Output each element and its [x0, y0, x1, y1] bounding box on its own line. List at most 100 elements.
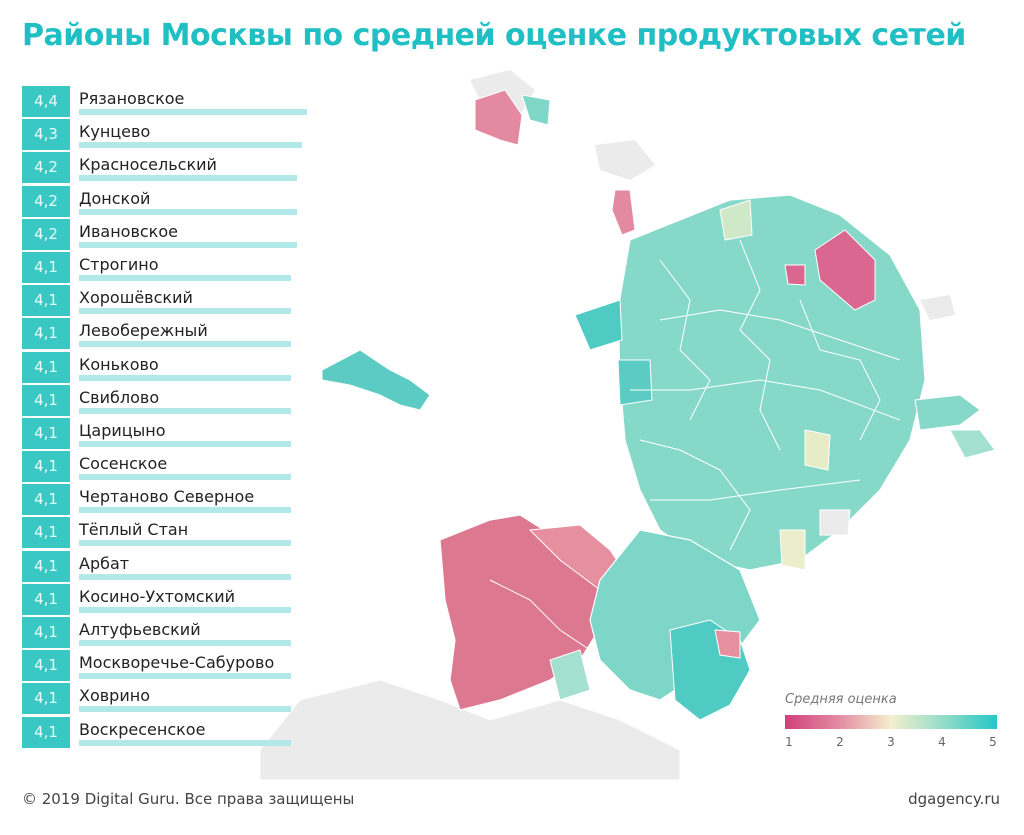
district-light-3	[779, 529, 806, 571]
district-name: Сосенское	[79, 454, 168, 474]
list-item: 4,2 Донской	[22, 185, 322, 219]
score-bar	[79, 673, 291, 680]
list-item: 4,1 Москворечье-Сабурово	[22, 650, 322, 683]
district-grey	[819, 509, 851, 536]
list-item: 4,1 Свиблово	[22, 384, 322, 418]
page-title: Районы Москвы по средней оценке продукто…	[22, 18, 966, 53]
site-link[interactable]: dgagency.ru	[908, 790, 1000, 808]
list-item: 4,3 Кунцево	[22, 119, 322, 152]
score-bar	[79, 507, 291, 514]
district-west-strip	[574, 299, 623, 351]
district-kosino	[914, 394, 981, 431]
score-badge: 4,1	[22, 417, 70, 449]
score-bar	[79, 109, 307, 115]
district-south-light	[549, 649, 591, 701]
list-item: 4,2 Ивановское	[22, 218, 322, 252]
score-bar	[79, 274, 291, 281]
district-name: Рязановское	[79, 89, 185, 108]
legend-title: Средняя оценка	[785, 692, 897, 707]
district-name: Москворечье-Сабурово	[79, 653, 275, 673]
moscow-districts-map	[260, 70, 996, 780]
score-bar	[79, 407, 291, 414]
score-bar	[79, 440, 291, 447]
district-east-tail	[949, 429, 996, 459]
score-badge: 4,4	[22, 86, 70, 117]
list-item: 4,1 Коньково	[22, 351, 322, 385]
district-name: Арбат	[79, 553, 130, 573]
list-item: 4,2 Красносельский	[22, 152, 322, 185]
score-badge: 4,1	[22, 318, 70, 350]
score-badge: 4,1	[22, 517, 70, 549]
score-bar	[79, 175, 297, 182]
score-badge: 4,1	[22, 683, 70, 715]
score-badge: 4,1	[22, 484, 70, 516]
district-name: Алтуфьевский	[79, 620, 201, 639]
score-bar	[79, 374, 291, 381]
region-background	[595, 140, 655, 180]
score-bar	[79, 308, 291, 315]
district-zelenograd-pink	[474, 89, 523, 146]
score-bar	[79, 706, 291, 713]
district-name: Косино-Ухтомский	[79, 586, 236, 606]
district-name: Донской	[79, 188, 151, 208]
district-name: Царицыно	[79, 420, 166, 440]
list-item: 4,1 Царицыно	[22, 417, 322, 451]
list-item: 4,1 Сосенское	[22, 451, 322, 484]
score-badge: 4,1	[22, 617, 70, 648]
score-badge: 4,1	[22, 285, 70, 317]
district-old-moscow	[617, 194, 926, 571]
score-badge: 4,1	[22, 251, 70, 283]
district-borders	[489, 239, 901, 651]
district-molzhaninovsky	[611, 189, 636, 236]
legend-ticks: 1 2 3 4 5	[785, 735, 1000, 753]
score-bar	[79, 739, 291, 746]
district-name: Ховрино	[79, 686, 150, 706]
legend-tick: 4	[938, 735, 946, 749]
district-name: Свиблово	[79, 387, 160, 407]
legend-tick: 3	[887, 735, 895, 749]
list-item: 4,1 Хорошёвский	[22, 285, 322, 318]
district-light-2	[804, 429, 831, 471]
score-badge: 4,1	[22, 583, 70, 615]
score-badge: 4,1	[22, 384, 70, 416]
list-item: 4,1 Левобережный	[22, 318, 322, 351]
list-item: 4,1 Косино-Ухтомский	[22, 583, 322, 617]
district-name: Левобережный	[79, 321, 208, 341]
score-bar	[79, 540, 291, 547]
district-south-pink	[714, 629, 741, 659]
district-name: Ивановское	[79, 221, 178, 241]
score-bar	[79, 606, 291, 613]
score-bar	[79, 208, 297, 215]
district-krylatskoe	[617, 359, 653, 406]
legend-tick: 5	[989, 735, 997, 749]
district-name: Чертаново Северное	[79, 487, 255, 507]
district-name: Воскресенское	[79, 719, 206, 739]
district-name: Строгино	[79, 254, 159, 274]
list-item: 4,1 Чертаново Северное	[22, 484, 322, 517]
district-west-enclave	[321, 349, 431, 411]
score-bar	[79, 241, 297, 248]
district-name: Тёплый Стан	[79, 520, 189, 540]
district-name: Кунцево	[79, 122, 151, 142]
score-bar	[79, 640, 291, 646]
score-badge: 4,1	[22, 716, 70, 748]
score-badge: 4,1	[22, 351, 70, 383]
region-background	[920, 295, 955, 320]
score-badge: 4,2	[22, 218, 70, 250]
copyright-text: © 2019 Digital Guru. Все права защищены	[22, 790, 355, 808]
list-item: 4,4 Рязановское	[22, 86, 322, 119]
district-pink-small	[784, 264, 806, 286]
legend-tick: 2	[836, 735, 844, 749]
list-item: 4,1 Строгино	[22, 251, 322, 285]
list-item: 4,1 Ховрино	[22, 683, 322, 716]
list-item: 4,1 Воскресенское	[22, 716, 322, 750]
score-badge: 4,1	[22, 650, 70, 682]
district-zelenograd-teal	[521, 94, 551, 126]
district-name: Хорошёвский	[79, 288, 193, 308]
legend-tick: 1	[785, 735, 793, 749]
district-name: Красносельский	[79, 155, 217, 175]
list-item: 4,1 Арбат	[22, 550, 322, 584]
score-badge: 4,1	[22, 451, 70, 483]
district-light-1	[719, 199, 753, 241]
score-badge: 4,3	[22, 119, 70, 151]
